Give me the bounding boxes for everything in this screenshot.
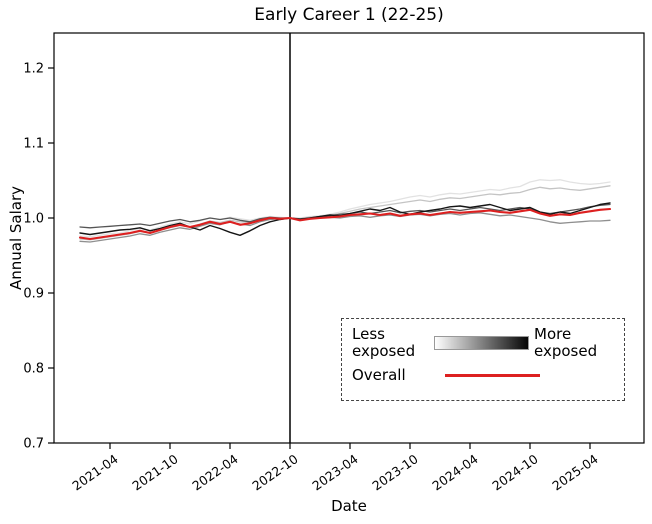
axes-frame [53,32,645,444]
x-tick-label: 2024-10 [489,451,540,493]
series-line-exposure-quintile-4 [79,203,611,229]
x-tick-label: 2021-10 [129,451,180,493]
x-tick-label: 2023-04 [309,451,360,493]
legend-box: Less exposed More exposed Overall [341,318,625,401]
legend-more-exposed-label: More exposed [534,325,598,361]
series-line-exposure-quintile-2 [79,185,611,241]
exposure-gradient-bar [433,336,529,351]
series-line-exposure-quintile-1-least-exposed [79,179,611,238]
x-tick-label: 2025-04 [549,451,600,493]
y-tick-label: 0.9 [23,287,44,302]
chart-title: Early Career 1 (22-25) [254,5,444,25]
legend-exposure-row: Less exposed More exposed [352,325,614,361]
x-tick-label: 2022-10 [249,451,300,493]
y-tick-label: 1.0 [23,212,44,227]
overall-line-sample [444,373,540,377]
legend-overall-sample [438,373,546,377]
legend-overall-row: Overall [352,365,614,384]
series-line-exposure-quintile-5-most-exposed [79,202,611,237]
y-tick-label: 1.1 [23,137,44,152]
y-tick-label: 0.7 [23,437,44,452]
x-axis-label: Date [331,497,367,515]
legend-gradient-sample [432,336,530,351]
legend-less-exposed-label: Less exposed [352,325,416,361]
x-tick-label: 2024-04 [429,451,480,493]
x-tick-label: 2023-10 [369,451,420,493]
legend-overall-label: Overall [352,365,406,384]
x-tick-label: 2022-04 [189,451,240,493]
series-line-exposure-quintile-3 [79,212,611,243]
y-tick-label: 1.2 [23,62,44,77]
series-line-overall [78,207,612,241]
x-tick-label: 2021-04 [69,451,120,493]
y-tick-label: 0.8 [23,362,44,377]
